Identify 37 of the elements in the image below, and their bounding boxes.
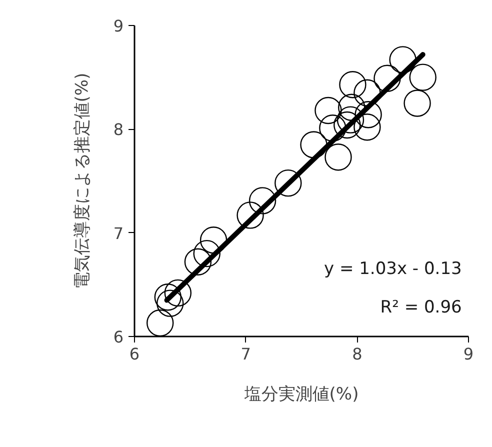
- y-axis-title: 電気伝導度による推定値(%): [72, 72, 92, 290]
- point: [193, 240, 220, 268]
- point: [324, 144, 352, 171]
- point: [404, 90, 431, 117]
- y-tick-label: 8: [113, 120, 124, 140]
- point: [354, 101, 382, 128]
- point: [336, 106, 364, 134]
- point: [236, 202, 264, 229]
- y-tick-label: 6: [113, 328, 124, 346]
- point: [146, 309, 174, 336]
- x-axis-title: 塩分実測値(%): [243, 384, 359, 404]
- point: [200, 226, 228, 254]
- x-tick-label: 6: [129, 344, 140, 364]
- x-tick-label: 9: [463, 344, 474, 364]
- point: [354, 79, 381, 106]
- point: [248, 187, 276, 214]
- y-tick-label: 9: [113, 16, 124, 36]
- annotation: y = 1.03x - 0.13: [324, 259, 462, 280]
- point: [154, 284, 182, 311]
- point: [389, 46, 416, 74]
- point: [339, 71, 366, 98]
- point: [184, 248, 212, 276]
- x-tick-label: 7: [240, 344, 251, 364]
- y-tick-label: 7: [113, 224, 124, 243]
- point: [300, 131, 328, 158]
- point: [409, 64, 436, 91]
- point: [354, 114, 381, 141]
- annotation: R² = 0.96: [380, 297, 462, 318]
- point: [314, 96, 342, 124]
- x-tick-label: 8: [352, 344, 362, 364]
- point: [274, 170, 302, 197]
- point: [374, 64, 401, 92]
- point: [334, 111, 361, 139]
- point: [164, 279, 192, 307]
- point: [319, 114, 346, 142]
- point: [156, 290, 184, 317]
- point: [338, 94, 366, 121]
